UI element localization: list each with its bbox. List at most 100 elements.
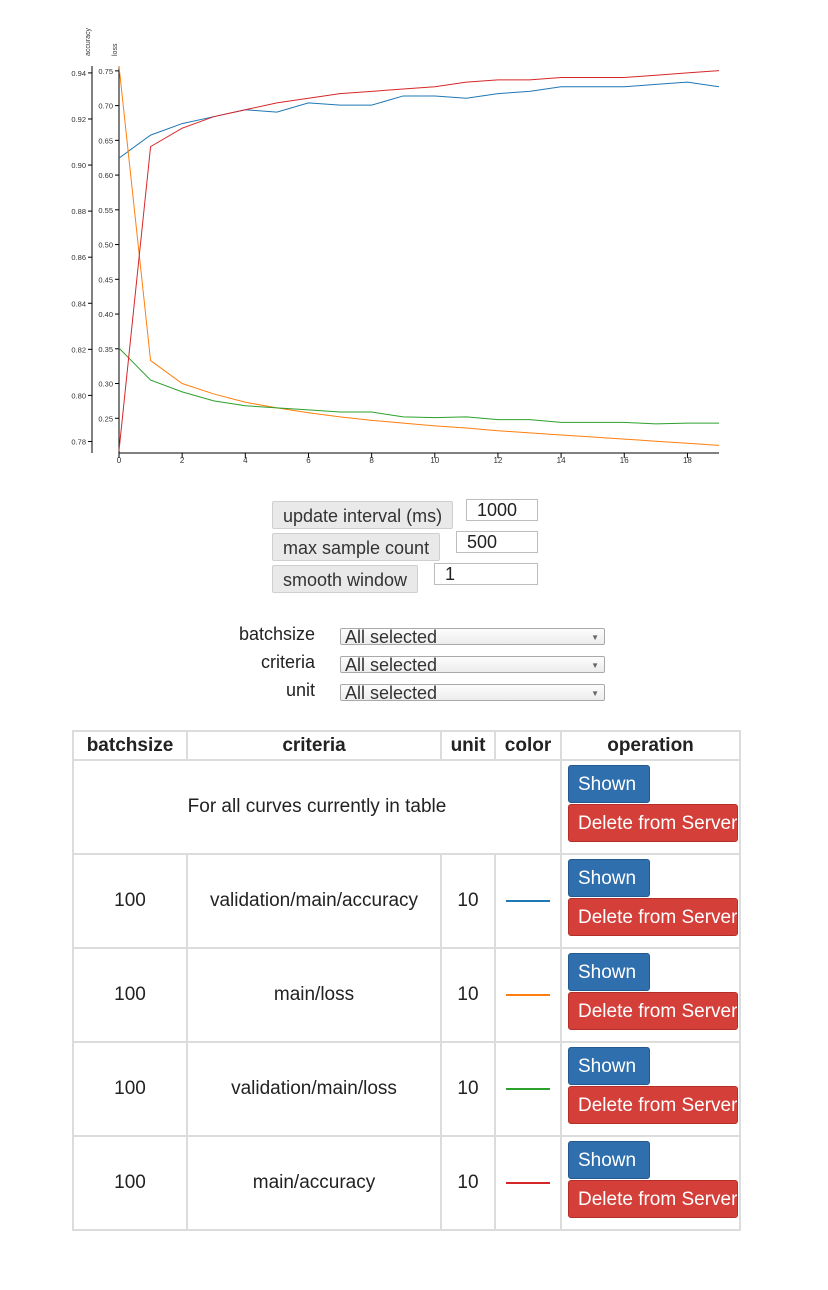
accuracy-axis-tick-label: 0.94 bbox=[71, 69, 86, 78]
header-unit: unit bbox=[440, 730, 496, 761]
color-swatch bbox=[506, 1087, 550, 1090]
series-line-main-loss bbox=[118, 65, 720, 446]
x-tick-label: 16 bbox=[620, 456, 629, 465]
filter-criteria-select[interactable]: All selected ▼ bbox=[340, 656, 605, 673]
delete-button[interactable]: Delete from Server bbox=[568, 804, 738, 842]
delete-button[interactable]: Delete from Server bbox=[568, 1180, 738, 1218]
max-sample-count-row: max sample count bbox=[272, 530, 542, 562]
unit-cell: 10 bbox=[440, 853, 496, 949]
table-row: 100 main/accuracy 10 Shown Delete from S… bbox=[72, 1135, 741, 1231]
filter-batchsize-select[interactable]: All selected ▼ bbox=[340, 628, 605, 645]
criteria-cell: validation/main/accuracy bbox=[186, 853, 442, 949]
header-criteria: criteria bbox=[186, 730, 442, 761]
color-cell bbox=[494, 947, 562, 1043]
filter-unit-label: unit bbox=[285, 680, 315, 700]
operation-cell: Shown Delete from Server bbox=[560, 1041, 741, 1137]
x-tick-label: 2 bbox=[180, 456, 185, 465]
loss-axis-tick-label: 0.30 bbox=[98, 380, 113, 389]
loss-axis-tick-label: 0.25 bbox=[98, 414, 113, 423]
accuracy-axis-tick-label: 0.86 bbox=[71, 253, 86, 262]
unit-cell: 10 bbox=[440, 1041, 496, 1137]
criteria-cell: validation/main/loss bbox=[186, 1041, 442, 1137]
series-line-validation-main-loss bbox=[118, 347, 719, 425]
x-tick-label: 8 bbox=[369, 456, 374, 465]
accuracy-axis-tick-label: 0.82 bbox=[71, 345, 86, 354]
delete-button[interactable]: Delete from Server bbox=[568, 1086, 738, 1124]
series-line-main-accuracy bbox=[118, 70, 720, 451]
operation-cell: Shown Delete from Server bbox=[560, 759, 741, 855]
table-row: 100 main/loss 10 Shown Delete from Serve… bbox=[72, 947, 741, 1043]
header-color: color bbox=[494, 730, 562, 761]
series-line-validation-main-accuracy bbox=[118, 81, 720, 159]
table-row-all: For all curves currently in table Shown … bbox=[72, 759, 741, 855]
loss-axis-tick-label: 0.35 bbox=[98, 345, 113, 354]
table-header-row: batchsize criteria unit color operation bbox=[72, 730, 741, 761]
filter-unit-value: All selected bbox=[345, 684, 438, 701]
color-cell bbox=[494, 1135, 562, 1231]
filter-unit-select[interactable]: All selected ▼ bbox=[340, 684, 605, 701]
shown-button[interactable]: Shown bbox=[568, 859, 650, 897]
x-tick-label: 4 bbox=[243, 456, 248, 465]
filter-criteria-value: All selected bbox=[345, 656, 438, 673]
color-swatch bbox=[506, 993, 550, 996]
shown-button[interactable]: Shown bbox=[568, 1047, 650, 1085]
loss-axis-tick-label: 0.55 bbox=[98, 206, 113, 215]
color-swatch bbox=[506, 899, 550, 902]
chevron-down-icon: ▼ bbox=[591, 633, 599, 642]
delete-button[interactable]: Delete from Server bbox=[568, 992, 738, 1030]
loss-axis-tick-label: 0.60 bbox=[98, 171, 113, 180]
x-tick-label: 18 bbox=[683, 456, 692, 465]
shown-button[interactable]: Shown bbox=[568, 765, 650, 803]
loss-axis-tick-label: 0.65 bbox=[98, 136, 113, 145]
filter-criteria-label: criteria bbox=[260, 652, 315, 672]
filters: batchsize All selected ▼ criteria All sel… bbox=[200, 622, 620, 706]
accuracy-axis-tick-label: 0.92 bbox=[71, 115, 86, 124]
chart-controls: update interval (ms) max sample count sm… bbox=[272, 498, 542, 594]
filter-batchsize-value: All selected bbox=[345, 628, 438, 645]
loss-axis-tick-label: 0.50 bbox=[98, 241, 113, 250]
loss-axis-tick-label: 0.75 bbox=[98, 67, 113, 76]
curves-table: batchsize criteria unit color operation … bbox=[72, 730, 741, 1231]
loss-axis-tick-label: 0.70 bbox=[98, 102, 113, 111]
table-row: 100 validation/main/accuracy 10 Shown De… bbox=[72, 853, 741, 949]
accuracy-axis-tick-label: 0.78 bbox=[71, 437, 86, 446]
x-tick-label: 14 bbox=[557, 456, 566, 465]
shown-button[interactable]: Shown bbox=[568, 1141, 650, 1179]
table-row: 100 validation/main/loss 10 Shown Delete… bbox=[72, 1041, 741, 1137]
all-curves-text: For all curves currently in table bbox=[72, 759, 562, 855]
batchsize-cell: 100 bbox=[72, 853, 188, 949]
accuracy-axis-tick-label: 0.84 bbox=[71, 299, 86, 308]
batchsize-cell: 100 bbox=[72, 947, 188, 1043]
filter-batchsize: batchsize All selected ▼ bbox=[200, 622, 620, 650]
header-operation: operation bbox=[560, 730, 741, 761]
loss-axis-label: loss bbox=[112, 43, 119, 56]
operation-cell: Shown Delete from Server bbox=[560, 853, 741, 949]
shown-button[interactable]: Shown bbox=[568, 953, 650, 991]
color-swatch bbox=[506, 1181, 550, 1184]
smooth-window-row: smooth window bbox=[272, 562, 542, 594]
batchsize-cell: 100 bbox=[72, 1041, 188, 1137]
chevron-down-icon: ▼ bbox=[591, 661, 599, 670]
loss-axis-tick-label: 0.45 bbox=[98, 275, 113, 284]
training-curves-chart: 0 2 4 6 8 10 12 14 16 18 0.78 0.80 0.82 0.84 0.86 0.88 0… bbox=[71, 27, 720, 465]
smooth-window-input[interactable] bbox=[434, 563, 538, 585]
operation-cell: Shown Delete from Server bbox=[560, 947, 741, 1043]
x-tick-label: 12 bbox=[493, 456, 502, 465]
x-tick-label: 0 bbox=[117, 456, 122, 465]
accuracy-axis-tick-label: 0.90 bbox=[71, 161, 86, 170]
max-sample-count-input[interactable] bbox=[456, 531, 538, 553]
filter-criteria: criteria All selected ▼ bbox=[200, 650, 620, 678]
update-interval-input[interactable] bbox=[466, 499, 538, 521]
batchsize-cell: 100 bbox=[72, 1135, 188, 1231]
unit-cell: 10 bbox=[440, 947, 496, 1043]
header-batchsize: batchsize bbox=[72, 730, 188, 761]
accuracy-axis-label: accuracy bbox=[85, 27, 92, 56]
accuracy-axis-tick-label: 0.88 bbox=[71, 207, 86, 216]
color-cell bbox=[494, 853, 562, 949]
filter-batchsize-label: batchsize bbox=[238, 624, 315, 644]
loss-axis-tick-label: 0.40 bbox=[98, 310, 113, 319]
accuracy-axis-tick-label: 0.80 bbox=[71, 391, 86, 400]
x-tick-label: 10 bbox=[430, 456, 439, 465]
delete-button[interactable]: Delete from Server bbox=[568, 898, 738, 936]
update-interval-label: update interval (ms) bbox=[272, 501, 454, 529]
